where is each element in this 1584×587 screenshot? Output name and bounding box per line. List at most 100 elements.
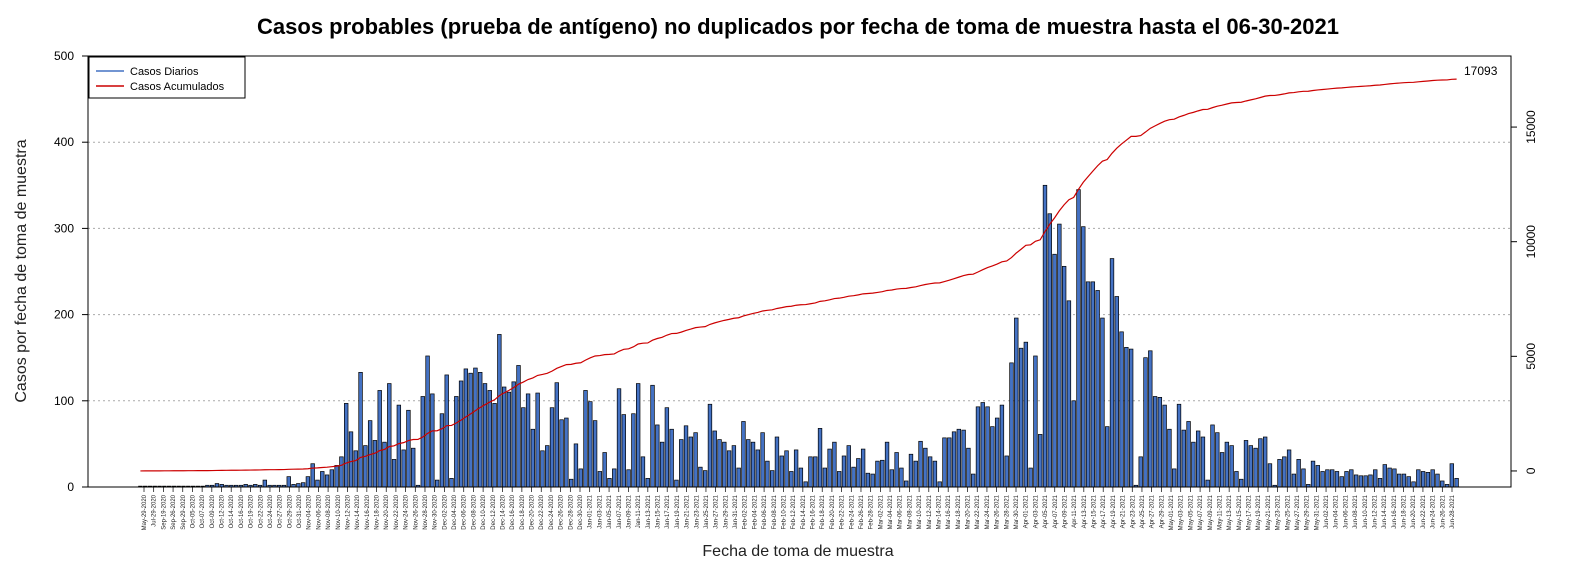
bar: [449, 478, 454, 488]
bar: [358, 372, 363, 488]
bar: [1085, 281, 1091, 488]
bar: [1315, 465, 1320, 488]
bar: [889, 469, 895, 488]
bar: [1401, 473, 1407, 488]
bar: [650, 384, 655, 488]
x-tick-label: Mar-18-2021: [956, 494, 962, 529]
bar: [377, 390, 382, 488]
plot-frame: [87, 55, 1512, 488]
bar: [803, 481, 808, 488]
bar: [904, 480, 909, 488]
bar: [1004, 455, 1009, 488]
bar: [334, 465, 339, 488]
bar: [511, 381, 516, 488]
bar: [913, 460, 918, 488]
bars-group: [138, 184, 1459, 488]
bar: [779, 455, 784, 488]
bar: [1430, 469, 1435, 488]
bar: [286, 476, 291, 488]
bar: [612, 468, 617, 488]
bar: [870, 473, 875, 488]
y-axis-right: 0 5000 10000 15000: [1511, 110, 1538, 474]
x-tick-label: Dec-16-2020: [510, 494, 516, 529]
bar: [707, 403, 713, 488]
bar: [937, 481, 942, 488]
x-tick-label: May-13-2021: [1227, 494, 1233, 530]
bar: [1186, 421, 1191, 488]
bar: [1038, 434, 1043, 488]
bar: [1296, 459, 1301, 488]
x-tick-label: Mar-12-2021: [927, 494, 933, 529]
legend-label-diarios: Casos Diarios: [130, 66, 199, 78]
x-tick-label: Apr-21-2021: [1121, 494, 1127, 528]
bar: [1191, 441, 1196, 488]
bar: [693, 432, 698, 488]
bar: [391, 459, 397, 488]
bar: [1253, 447, 1258, 488]
bar: [1291, 473, 1297, 488]
x-tick-label: Nov-06-2020: [316, 494, 322, 529]
x-tick-label: Apr-05-2021: [1043, 494, 1049, 528]
bar: [1066, 300, 1072, 488]
bar: [329, 469, 335, 488]
bar: [425, 355, 430, 488]
x-tick-label: Oct-12-2020: [220, 494, 226, 528]
bar: [899, 467, 904, 488]
x-tick-label: Jan-03-2021: [597, 494, 603, 528]
x-tick-label: Nov-22-2020: [394, 494, 400, 529]
x-tick-label: Jun-22-2021: [1421, 494, 1427, 528]
x-tick-label: Jan-01-2021: [588, 494, 594, 528]
x-tick-label: Mar-10-2021: [917, 494, 923, 529]
x-tick-label: May-25-2021: [1285, 494, 1291, 530]
bar: [645, 478, 650, 488]
bar: [626, 469, 631, 488]
legend-box: [88, 56, 246, 99]
bar: [1396, 473, 1402, 488]
bar: [1282, 456, 1287, 488]
x-tick-label: Mar-16-2021: [946, 494, 952, 529]
x-tick-label: Feb-14-2021: [801, 494, 807, 529]
bar: [1325, 469, 1330, 488]
bar: [750, 441, 756, 488]
bar: [473, 367, 478, 488]
x-tick-label: May-07-2021: [1198, 494, 1204, 530]
chart-title: Casos probables (prueba de antígeno) no …: [257, 14, 1339, 39]
bar: [296, 483, 301, 488]
x-tick-label: Dec-06-2020: [462, 494, 468, 529]
x-tick-label: Oct-29-2020: [287, 494, 293, 528]
bar: [880, 459, 885, 488]
bar: [760, 432, 765, 488]
bar: [540, 450, 545, 488]
x-tick-label: Jan-15-2021: [656, 494, 662, 528]
bar: [990, 426, 995, 488]
x-tick-label: Mar-08-2021: [907, 494, 913, 529]
bar: [851, 466, 856, 488]
bar: [947, 437, 952, 488]
x-tick-label: May-29-2020: [142, 494, 148, 530]
x-tick-label: Nov-20-2020: [384, 494, 390, 529]
bar: [1148, 350, 1153, 488]
bar: [420, 396, 425, 488]
bar: [961, 429, 966, 488]
bar: [712, 430, 717, 488]
bar: [726, 450, 732, 488]
x-tick-label: Feb-22-2021: [840, 494, 846, 529]
bar: [908, 453, 914, 488]
bar: [564, 417, 569, 488]
bar: [813, 456, 818, 488]
bar: [262, 479, 268, 488]
bar: [396, 404, 402, 488]
bar: [722, 441, 727, 488]
bar: [932, 460, 938, 488]
bar: [1229, 445, 1234, 488]
bar: [1176, 403, 1182, 488]
bar: [698, 466, 703, 488]
bar: [439, 413, 445, 488]
bar: [305, 476, 311, 488]
bar: [736, 467, 741, 488]
bar: [1416, 469, 1421, 488]
bar: [1023, 341, 1029, 488]
x-tick-label: May-27-2021: [1295, 494, 1301, 530]
bar: [1181, 429, 1186, 488]
bar: [741, 421, 746, 488]
